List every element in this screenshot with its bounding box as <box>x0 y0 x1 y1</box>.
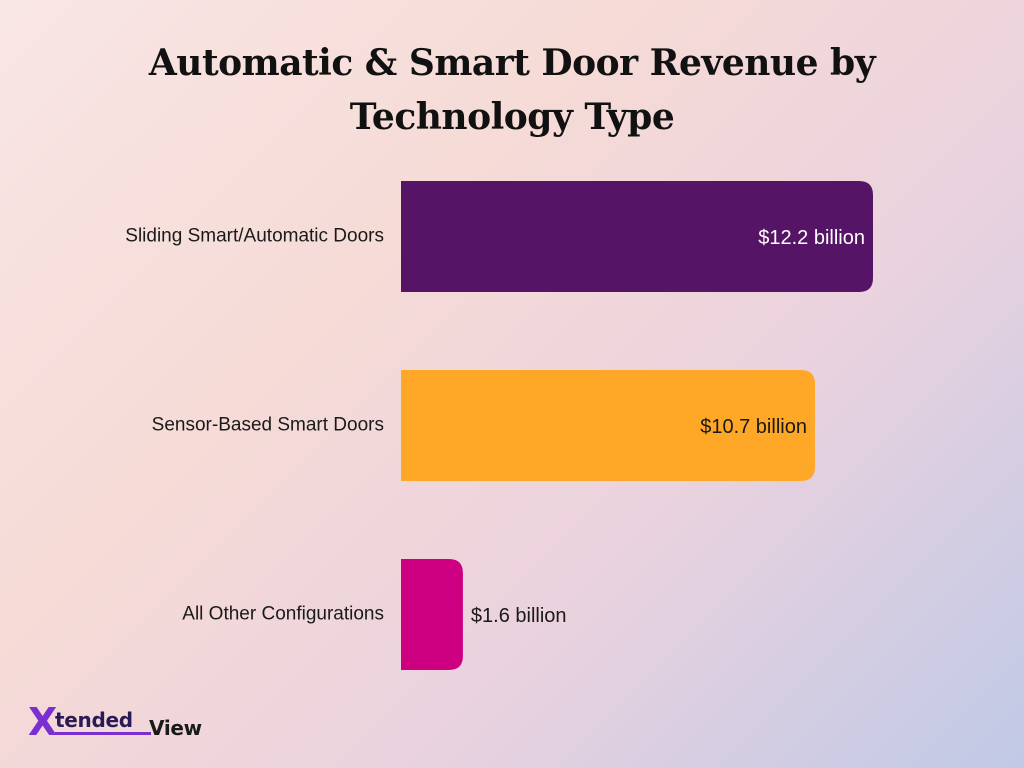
brand-logo: X tended View <box>28 700 228 750</box>
logo-word-view: View <box>149 716 202 740</box>
chart-title: Automatic & Smart Door Revenue by Techno… <box>0 36 1024 144</box>
chart-title-line-2: Technology Type <box>349 96 675 138</box>
category-label-2: Sensor-Based Smart Doors <box>152 415 384 436</box>
data-label-2: $10.7 billion <box>700 416 807 438</box>
bar-3 <box>401 559 463 670</box>
category-label-3: All Other Configurations <box>182 604 384 625</box>
data-label-3: $1.6 billion <box>471 605 567 627</box>
bar-2 <box>401 370 815 481</box>
logo-mark: X <box>28 700 58 744</box>
logo-word-tended: tended <box>55 708 133 732</box>
data-label-1: $12.2 billion <box>758 227 865 249</box>
category-label-1: Sliding Smart/Automatic Doors <box>125 226 384 247</box>
logo-underline <box>55 732 151 735</box>
bar-1 <box>401 181 873 292</box>
chart-title-line-1: Automatic & Smart Door Revenue by <box>148 42 876 84</box>
